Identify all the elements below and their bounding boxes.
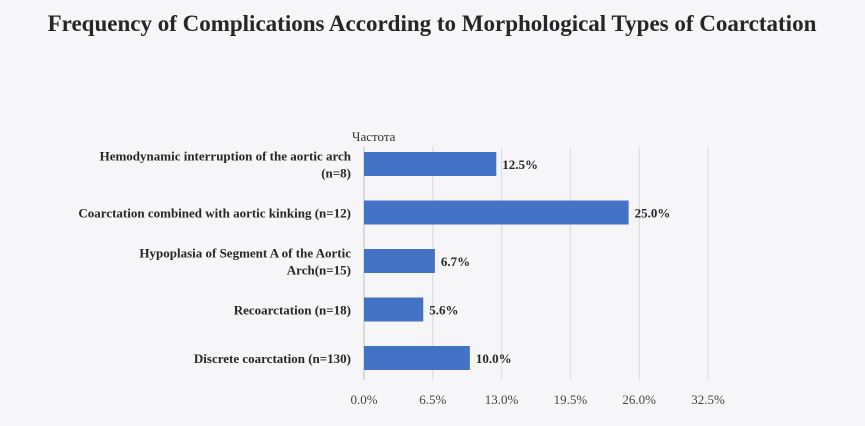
category-label: Discrete coarctation (n=130) — [194, 351, 351, 366]
data-label: 12.5% — [502, 157, 538, 172]
x-tick-label: 0.0% — [350, 392, 377, 407]
bar — [364, 200, 629, 225]
bar — [364, 346, 470, 370]
bars — [364, 152, 629, 370]
category-label: (n=8) — [321, 166, 351, 181]
x-tick-label: 13.0% — [485, 392, 519, 407]
data-label: 10.0% — [476, 351, 512, 366]
category-label: Coarctation combined with aortic kinking… — [78, 206, 351, 221]
chart-title: Frequency of Complications According to … — [48, 11, 817, 36]
data-label: 5.6% — [429, 303, 458, 318]
bar — [364, 249, 435, 273]
x-tick-labels: 0.0% 6.5% 13.0% 19.5% 26.0% 32.5% — [350, 392, 725, 407]
category-label: Arch(n=15) — [287, 263, 351, 278]
category-label: Hemodynamic interruption of the aortic a… — [100, 149, 352, 164]
x-tick-label: 6.5% — [419, 392, 446, 407]
data-labels: 12.5% 25.0% 6.7% 5.6% 10.0% — [429, 157, 670, 366]
category-labels: Hemodynamic interruption of the aortic a… — [78, 149, 351, 367]
x-tick-label: 32.5% — [691, 392, 725, 407]
x-tick-label: 19.5% — [554, 392, 588, 407]
gridlines — [363, 147, 709, 380]
category-label: Hypoplasia of Segment A of the Aortic — [139, 246, 351, 261]
data-label: 25.0% — [635, 206, 671, 221]
category-label: Recoarctation (n=18) — [234, 303, 351, 318]
x-tick-label: 26.0% — [622, 392, 656, 407]
series-name-label: Частота — [352, 129, 396, 144]
bar — [364, 297, 424, 322]
bar — [364, 152, 497, 176]
data-label: 6.7% — [441, 254, 470, 269]
